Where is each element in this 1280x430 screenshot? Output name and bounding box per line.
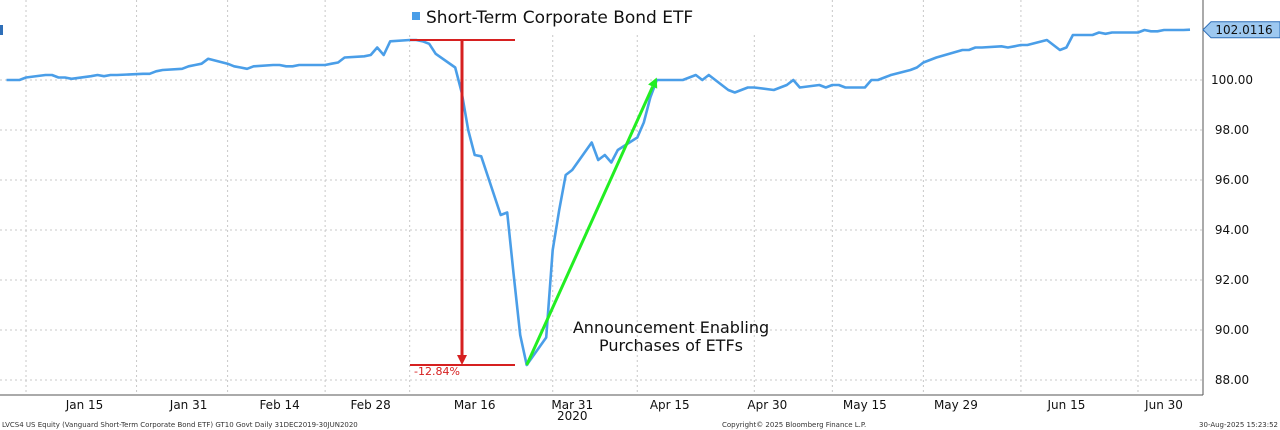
x-tick-label: Jun 30 — [1144, 398, 1183, 412]
footer-source: LVCS4 US Equity (Vanguard Short-Term Cor… — [2, 421, 358, 429]
footer-copyright: Copyright© 2025 Bloomberg Finance L.P. — [722, 421, 866, 429]
y-tick-label: 88.00 — [1215, 373, 1249, 387]
annotation-text-line1: Announcement Enabling — [573, 318, 769, 337]
y-tick-label: 90.00 — [1215, 323, 1249, 337]
y-tick-label: 100.00 — [1211, 73, 1253, 87]
drop-percent-label: -12.84% — [414, 365, 460, 378]
legend-box — [392, 0, 806, 34]
recovery-arrowhead — [648, 77, 658, 89]
series-line — [6, 28, 1191, 367]
grid-lines — [0, 0, 1203, 395]
x-tick-label: Jan 15 — [65, 398, 104, 412]
x-tick-label: Jun 15 — [1047, 398, 1086, 412]
x-tick-label: May 15 — [843, 398, 887, 412]
x-tick-label: Mar 16 — [454, 398, 496, 412]
y-tick-label: 96.00 — [1215, 173, 1249, 187]
x-tick-label: Feb 14 — [259, 398, 299, 412]
y-tick-label: 94.00 — [1215, 223, 1249, 237]
y-tick-label: 92.00 — [1215, 273, 1249, 287]
left-edge-marker — [0, 25, 3, 35]
drop-arrowhead — [457, 355, 467, 365]
legend-swatch — [412, 12, 420, 20]
annotation-text-line2: Purchases of ETFs — [599, 336, 743, 355]
x-tick-label: Mar 31 — [551, 398, 593, 412]
recovery-arrow-line — [525, 85, 655, 366]
series-layer — [0, 25, 1191, 367]
x-tick-label: Feb 28 — [350, 398, 390, 412]
y-tick-label: 98.00 — [1215, 123, 1249, 137]
footer-timestamp: 30-Aug-2025 15:23:52 — [1199, 421, 1278, 429]
x-tick-label: Apr 15 — [650, 398, 690, 412]
last-value-label: 102.0116 — [1215, 23, 1272, 37]
legend-series-name: Short-Term Corporate Bond ETF — [426, 8, 693, 28]
x-tick-label: Apr 30 — [747, 398, 787, 412]
legend: Short-Term Corporate Bond ETF — [392, 0, 806, 34]
x-tick-label: Jan 31 — [169, 398, 208, 412]
last-value-tag — [1202, 21, 1280, 39]
x-tick-label: May 29 — [934, 398, 978, 412]
x-axis-year-label: 2020 — [557, 409, 588, 423]
